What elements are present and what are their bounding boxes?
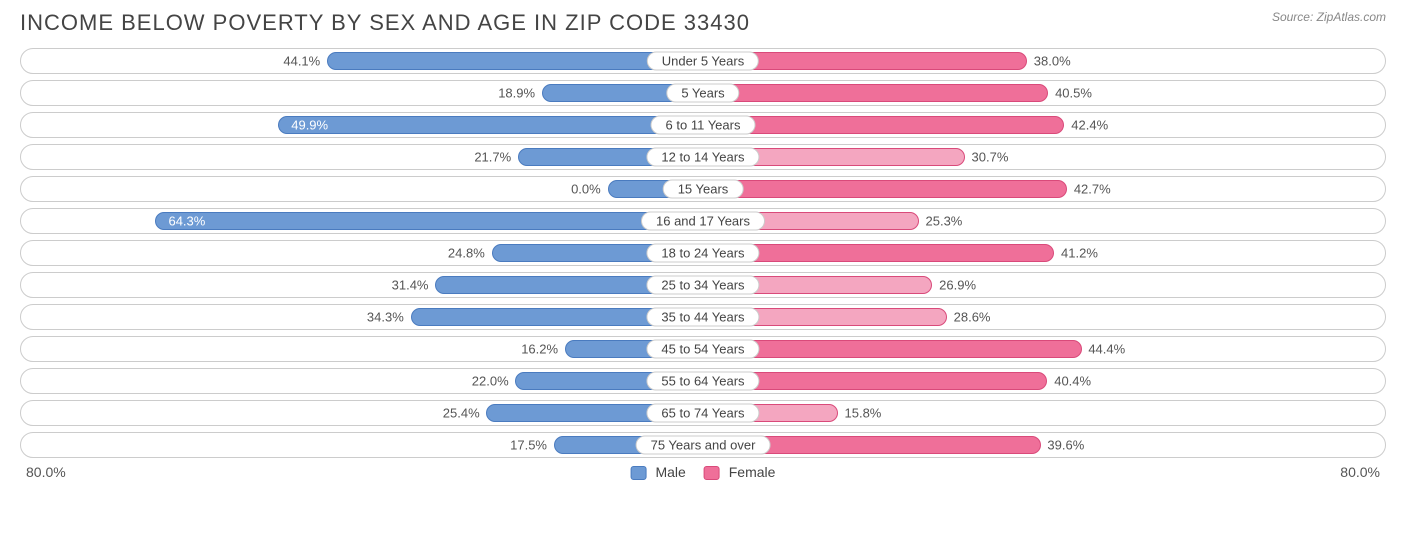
female-pct-label: 41.2% xyxy=(1061,246,1098,261)
legend-swatch-female xyxy=(704,466,720,480)
female-pct-label: 40.5% xyxy=(1055,86,1092,101)
legend: Male Female xyxy=(631,464,776,480)
chart-row: 31.4% 26.9% 25 to 34 Years xyxy=(20,272,1386,298)
female-pct-label: 26.9% xyxy=(939,278,976,293)
male-pct-label: 17.5% xyxy=(510,438,547,453)
legend-male-label: Male xyxy=(655,464,685,480)
chart-row: 44.1% 38.0% Under 5 Years xyxy=(20,48,1386,74)
legend-female-label: Female xyxy=(729,464,776,480)
age-label: 75 Years and over xyxy=(636,436,771,455)
female-bar xyxy=(703,84,1048,102)
female-pct-label: 42.7% xyxy=(1074,182,1111,197)
chart-title: INCOME BELOW POVERTY BY SEX AND AGE IN Z… xyxy=(20,10,750,36)
male-pct-label: 64.3% xyxy=(168,214,205,229)
male-pct-label: 31.4% xyxy=(392,278,429,293)
female-pct-label: 38.0% xyxy=(1034,54,1071,69)
legend-female: Female xyxy=(704,464,776,480)
female-bar xyxy=(703,180,1067,198)
female-bar xyxy=(703,116,1064,134)
female-pct-label: 42.4% xyxy=(1071,118,1108,133)
chart-row: 49.9% 42.4% 6 to 11 Years xyxy=(20,112,1386,138)
female-pct-label: 44.4% xyxy=(1088,342,1125,357)
chart-row: 21.7% 30.7% 12 to 14 Years xyxy=(20,144,1386,170)
chart-row: 34.3% 28.6% 35 to 44 Years xyxy=(20,304,1386,330)
male-pct-label: 34.3% xyxy=(367,310,404,325)
chart-row: 0.0% 42.7% 15 Years xyxy=(20,176,1386,202)
chart-row: 64.3% 25.3% 16 and 17 Years xyxy=(20,208,1386,234)
chart-row: 22.0% 40.4% 55 to 64 Years xyxy=(20,368,1386,394)
axis-max-left: 80.0% xyxy=(26,464,66,480)
chart-row: 25.4% 15.8% 65 to 74 Years xyxy=(20,400,1386,426)
axis-row: 80.0% Male Female 80.0% xyxy=(20,464,1386,480)
female-pct-label: 40.4% xyxy=(1054,374,1091,389)
axis-max-right: 80.0% xyxy=(1340,464,1380,480)
age-label: 65 to 74 Years xyxy=(646,404,759,423)
female-pct-label: 28.6% xyxy=(954,310,991,325)
male-pct-label: 22.0% xyxy=(472,374,509,389)
age-label: 45 to 54 Years xyxy=(646,340,759,359)
source-attribution: Source: ZipAtlas.com xyxy=(1272,10,1386,24)
age-label: 25 to 34 Years xyxy=(646,276,759,295)
legend-swatch-male xyxy=(631,466,647,480)
male-pct-label: 49.9% xyxy=(291,118,328,133)
age-label: 6 to 11 Years xyxy=(651,116,756,135)
female-pct-label: 15.8% xyxy=(845,406,882,421)
male-pct-label: 21.7% xyxy=(474,150,511,165)
female-pct-label: 25.3% xyxy=(926,214,963,229)
chart-row: 24.8% 41.2% 18 to 24 Years xyxy=(20,240,1386,266)
chart-row: 17.5% 39.6% 75 Years and over xyxy=(20,432,1386,458)
chart-row: 16.2% 44.4% 45 to 54 Years xyxy=(20,336,1386,362)
legend-male: Male xyxy=(631,464,686,480)
age-label: 16 and 17 Years xyxy=(641,212,765,231)
female-bar xyxy=(703,340,1082,358)
age-label: 18 to 24 Years xyxy=(646,244,759,263)
male-bar xyxy=(278,116,703,134)
male-bar xyxy=(155,212,703,230)
chart-row: 18.9% 40.5% 5 Years xyxy=(20,80,1386,106)
male-pct-label: 24.8% xyxy=(448,246,485,261)
age-label: 12 to 14 Years xyxy=(646,148,759,167)
age-label: 5 Years xyxy=(666,84,739,103)
age-label: 15 Years xyxy=(663,180,744,199)
female-pct-label: 39.6% xyxy=(1047,438,1084,453)
age-label: 55 to 64 Years xyxy=(646,372,759,391)
female-pct-label: 30.7% xyxy=(972,150,1009,165)
male-pct-label: 16.2% xyxy=(521,342,558,357)
male-pct-label: 44.1% xyxy=(283,54,320,69)
male-pct-label: 0.0% xyxy=(571,182,601,197)
chart-rows-container: 44.1% 38.0% Under 5 Years 18.9% 40.5% 5 Years… xyxy=(20,48,1386,458)
male-pct-label: 25.4% xyxy=(443,406,480,421)
male-pct-label: 18.9% xyxy=(498,86,535,101)
age-label: 35 to 44 Years xyxy=(646,308,759,327)
age-label: Under 5 Years xyxy=(647,52,759,71)
